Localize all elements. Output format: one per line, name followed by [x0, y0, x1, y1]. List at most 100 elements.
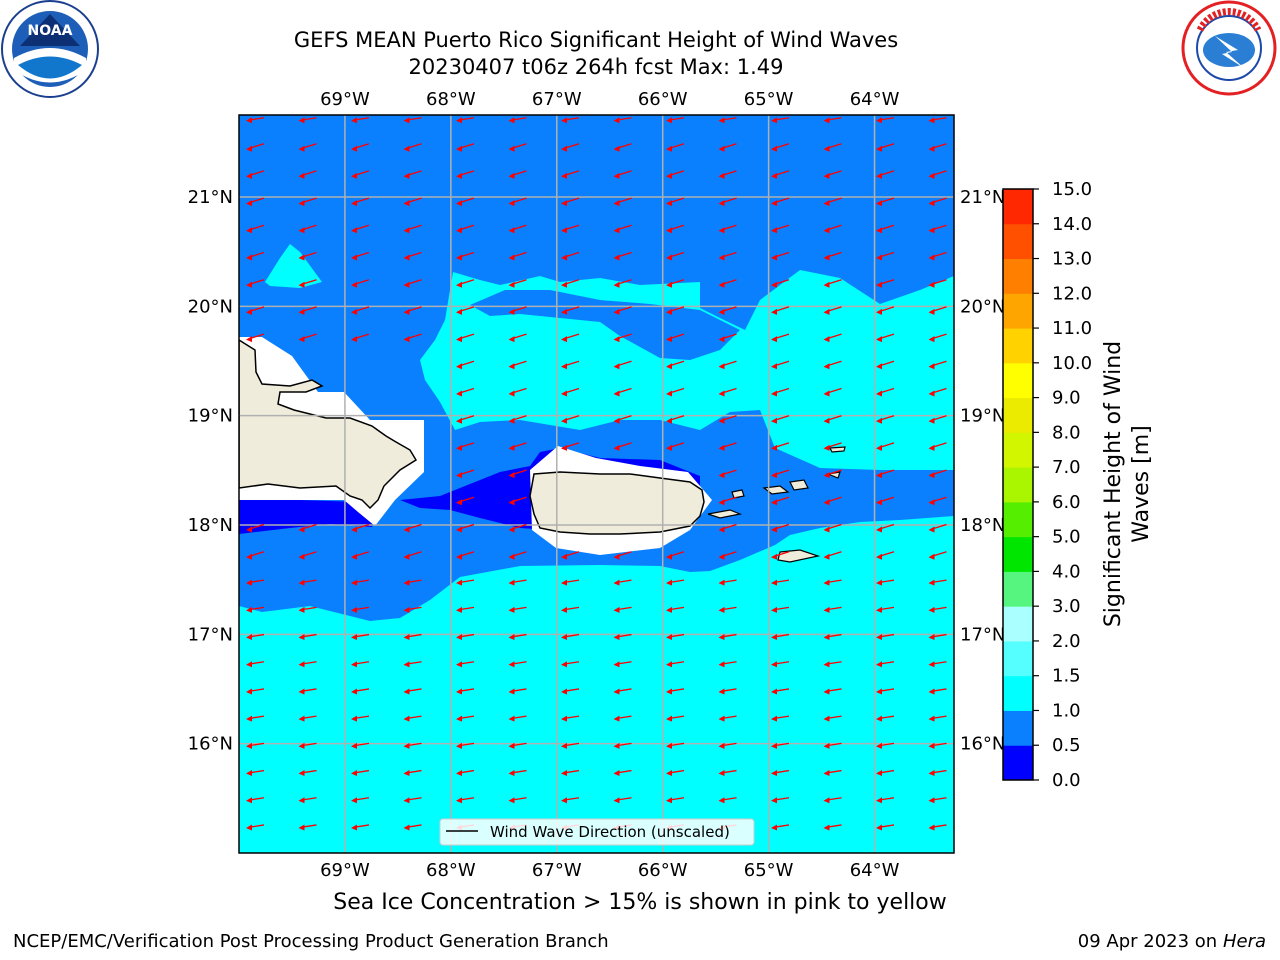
- direction-arrow: [928, 387, 947, 397]
- lon-label-bottom: 66°W: [638, 860, 688, 881]
- direction-arrow: [298, 633, 317, 641]
- small-island: [777, 549, 821, 563]
- direction-arrow: [771, 415, 790, 424]
- direction-arrow: [928, 797, 947, 804]
- direction-arrow: [666, 442, 685, 451]
- direction-arrow: [876, 715, 895, 722]
- direction-arrow: [718, 306, 737, 315]
- direction-arrow: [876, 633, 895, 641]
- direction-arrow: [928, 360, 947, 370]
- direction-arrow: [928, 579, 947, 586]
- lon-label-bottom: 64°W: [850, 860, 900, 881]
- direction-arrow: [561, 661, 580, 668]
- direction-arrow: [561, 143, 580, 152]
- direction-arrow: [456, 306, 475, 315]
- direction-arrow: [666, 387, 685, 397]
- lat-label-right: 20°N: [960, 296, 1005, 317]
- direction-arrow: [718, 442, 737, 451]
- small-island: [789, 479, 809, 491]
- colorbar-bin: [1003, 189, 1033, 225]
- sea-ice-caption: Sea Ice Concentration > 15% is shown in …: [333, 890, 947, 915]
- direction-arrow: [456, 170, 475, 179]
- direction-arrow: [561, 197, 580, 207]
- direction-arrow: [876, 442, 895, 451]
- direction-arrow: [508, 415, 527, 424]
- direction-arrow: [298, 279, 317, 288]
- direction-arrow: [351, 143, 370, 152]
- lon-label-bottom: 69°W: [320, 860, 370, 881]
- map-frame: [238, 114, 955, 854]
- direction-arrow: [456, 360, 475, 370]
- direction-arrow: [403, 279, 422, 288]
- colorbar-tick-label: 12.0: [1052, 283, 1092, 304]
- direction-arrow: [456, 117, 475, 124]
- direction-arrow: [823, 579, 842, 586]
- direction-arrow: [613, 661, 632, 668]
- direction-arrow: [823, 251, 842, 261]
- direction-arrow: [613, 117, 632, 124]
- direction-arrow: [613, 143, 632, 152]
- direction-arrow: [718, 143, 737, 152]
- direction-arrow: [823, 224, 842, 234]
- direction-arrow: [561, 606, 580, 613]
- direction-arrow: [246, 224, 265, 234]
- direction-arrow: [771, 797, 790, 804]
- direction-arrow: [823, 523, 842, 533]
- direction-arrow: [298, 251, 317, 261]
- direction-arrow: [613, 197, 632, 207]
- direction-arrow: [403, 606, 422, 613]
- direction-arrow: [876, 333, 895, 343]
- direction-arrow: [718, 170, 737, 179]
- direction-arrow: [508, 251, 527, 261]
- direction-arrow: [718, 523, 737, 533]
- direction-arrow: [508, 551, 527, 560]
- direction-arrow: [771, 742, 790, 749]
- direction-arrow: [771, 279, 790, 288]
- direction-arrow: [928, 742, 947, 749]
- direction-arrow: [876, 579, 895, 586]
- direction-arrow: [876, 797, 895, 804]
- direction-arrow: [403, 824, 422, 831]
- direction-arrow: [823, 387, 842, 397]
- direction-arrow: [666, 606, 685, 613]
- direction-arrow: [823, 715, 842, 722]
- direction-arrow: [508, 306, 527, 315]
- direction-arrow: [613, 633, 632, 641]
- footer-producer: NCEP/EMC/Verification Post Processing Pr…: [13, 931, 609, 952]
- national-weather-service-logo: [1181, 0, 1277, 96]
- direction-arrow: [508, 197, 527, 207]
- legend-box: [439, 818, 755, 846]
- direction-arrow: [771, 197, 790, 207]
- direction-arrow: [561, 360, 580, 370]
- direction-arrow: [666, 769, 685, 777]
- colorbar-bin: [1003, 710, 1033, 746]
- lon-label-bottom: 65°W: [744, 860, 794, 881]
- direction-arrow: [928, 633, 947, 641]
- colorbar-tick-label: 13.0: [1052, 249, 1092, 270]
- direction-arrow: [298, 143, 317, 152]
- direction-arrow: [246, 633, 265, 641]
- direction-arrow: [403, 551, 422, 560]
- direction-arrow: [613, 551, 632, 560]
- lat-label-left: 17°N: [188, 624, 233, 645]
- direction-arrow: [928, 279, 947, 288]
- direction-arrow: [508, 715, 527, 722]
- direction-arrow: [246, 688, 265, 695]
- wave-band-1-0-1-5-south: [239, 516, 954, 853]
- footer-date: 09 Apr 2023 on Hera: [1078, 931, 1266, 952]
- direction-arrow: [928, 224, 947, 234]
- direction-arrow: [613, 715, 632, 722]
- direction-arrow: [403, 633, 422, 641]
- direction-arrow: [876, 279, 895, 288]
- direction-arrow: [351, 688, 370, 695]
- direction-arrow: [403, 715, 422, 722]
- direction-arrow: [351, 170, 370, 179]
- direction-arrow: [823, 170, 842, 179]
- direction-arrow: [508, 469, 527, 479]
- direction-arrow: [403, 143, 422, 152]
- direction-arrow: [876, 824, 895, 831]
- direction-arrow: [561, 715, 580, 722]
- direction-arrow: [823, 469, 842, 479]
- direction-arrow: [718, 469, 737, 479]
- direction-arrow: [351, 251, 370, 261]
